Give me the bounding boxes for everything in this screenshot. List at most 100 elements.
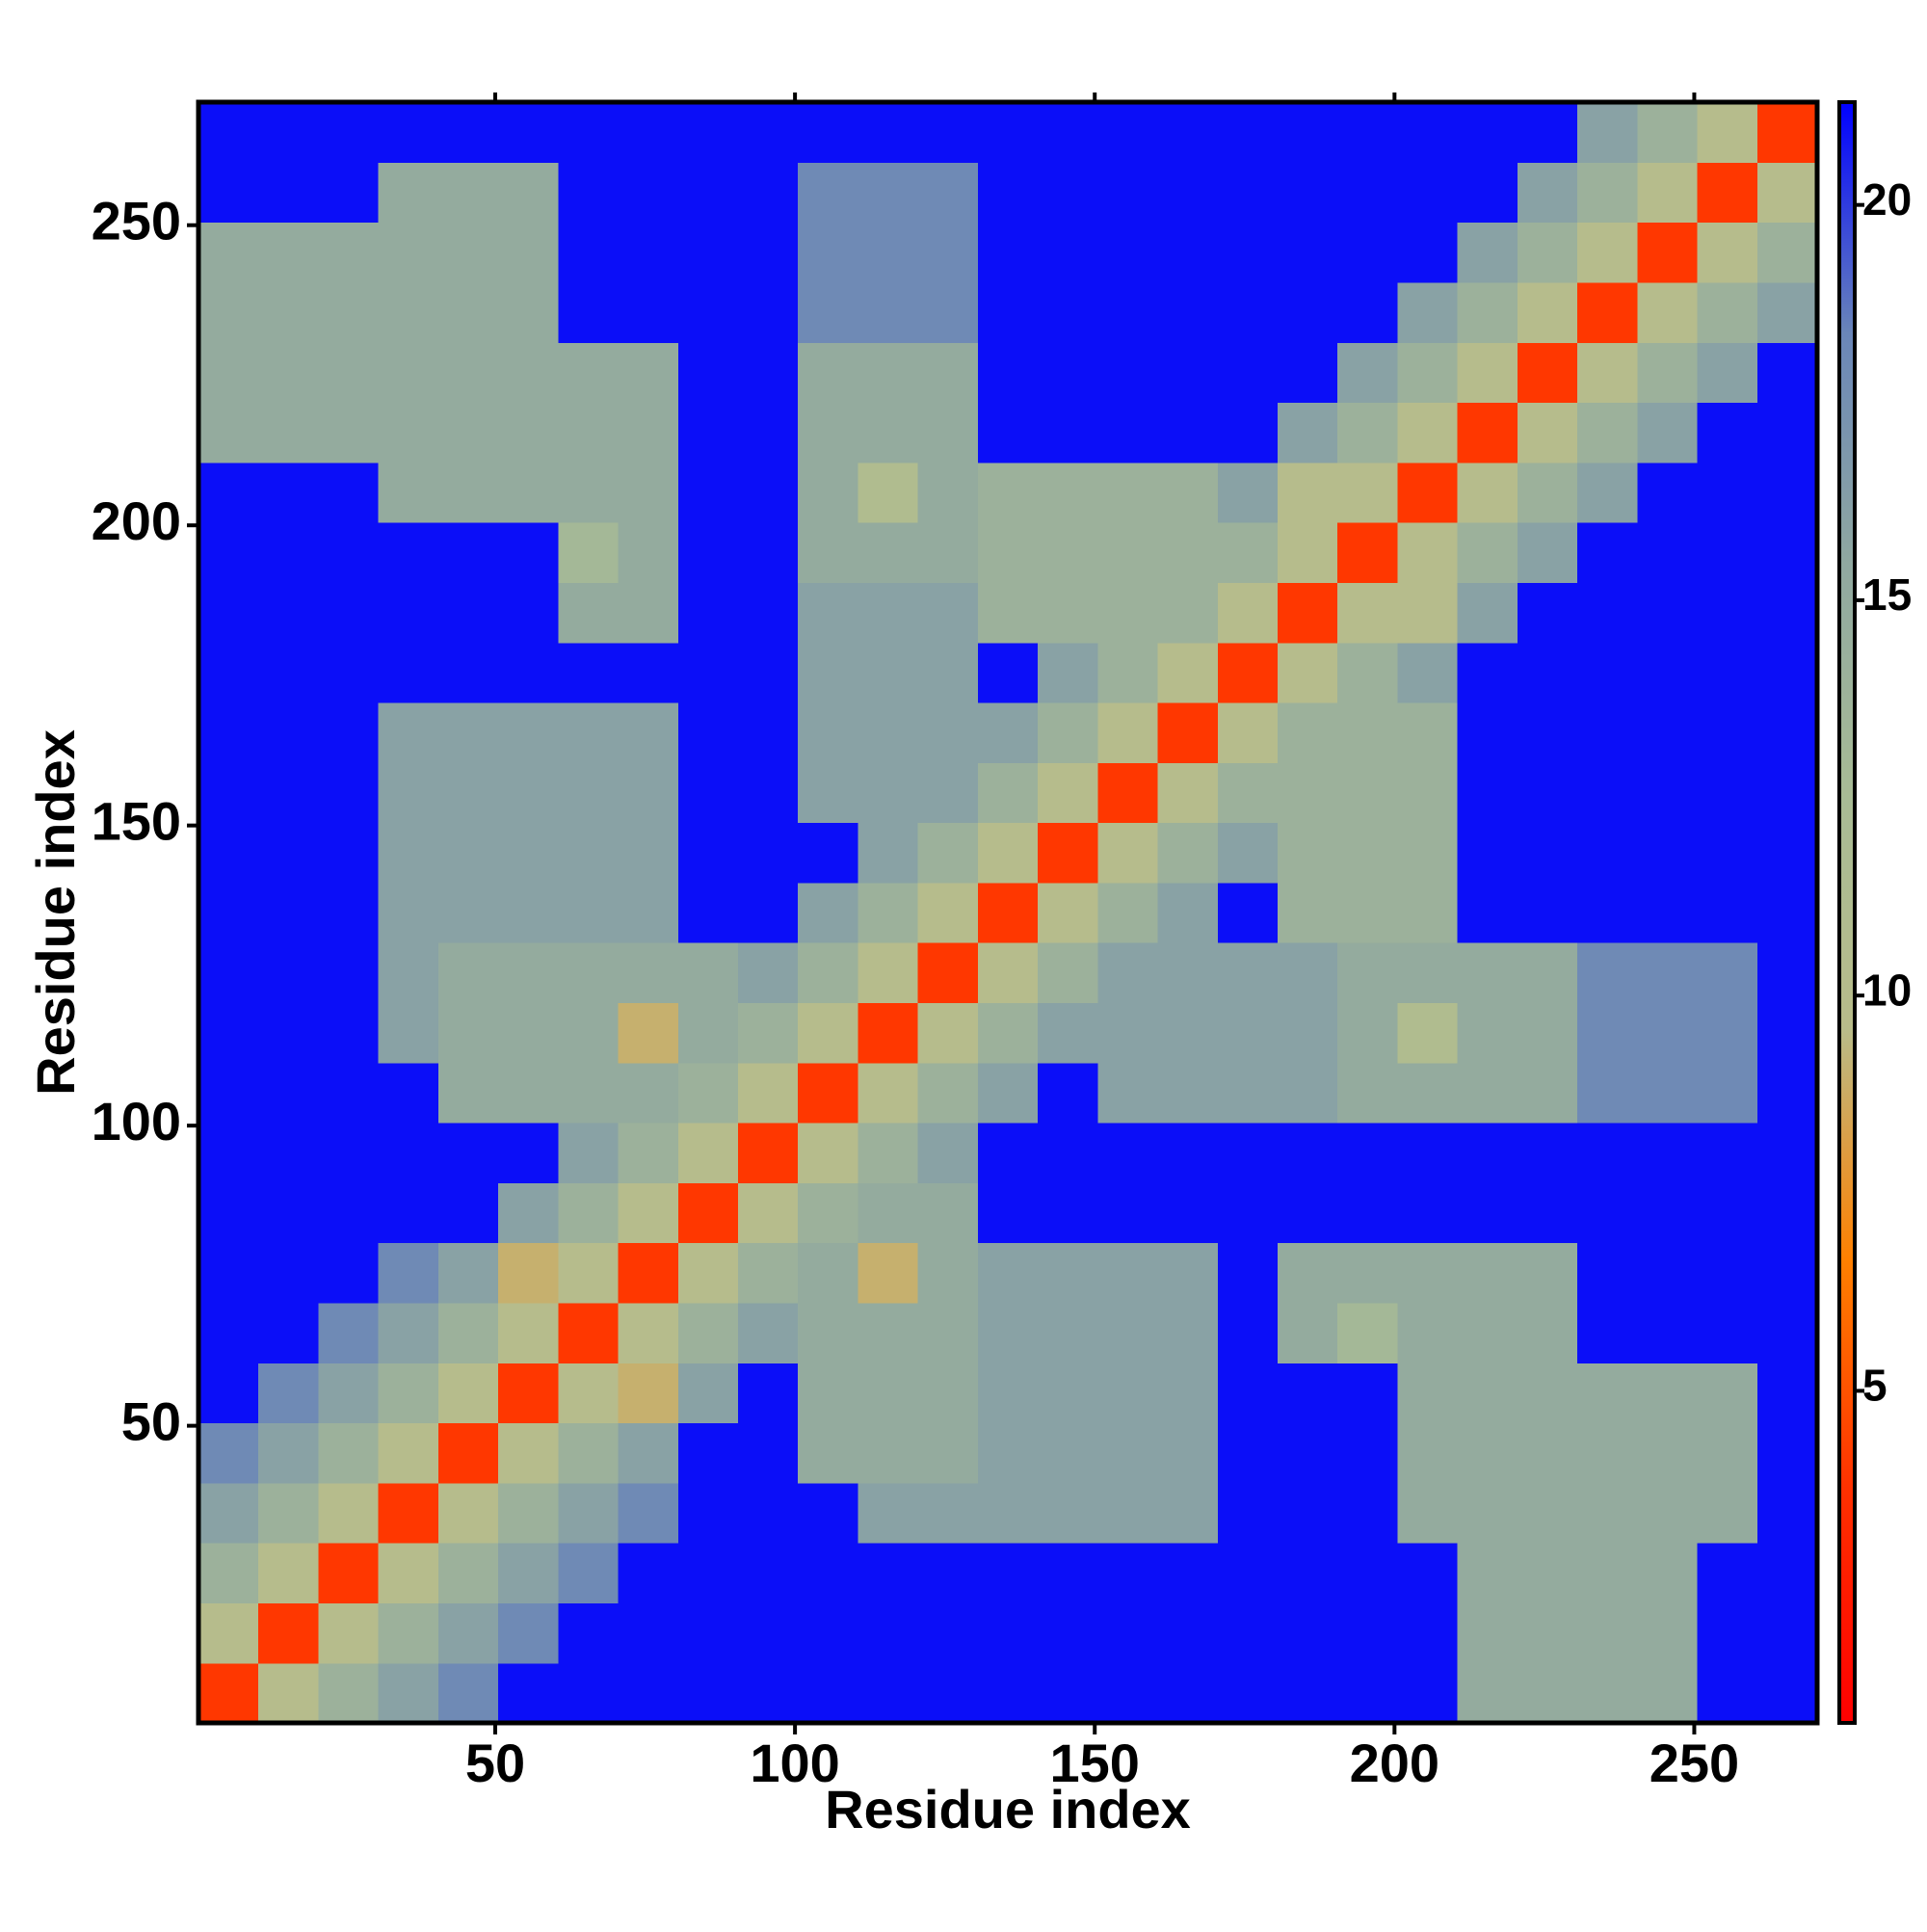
heatmap-cell: [1397, 522, 1459, 583]
y-axis-title: Residue index: [25, 729, 86, 1096]
heatmap-cell: [858, 402, 919, 463]
heatmap-cell: [258, 1602, 320, 1664]
heatmap-cell: [1337, 701, 1399, 763]
heatmap-cell: [858, 1363, 919, 1424]
colorbar-tick-label: 10: [1862, 965, 1912, 1015]
heatmap-cell: [1756, 1302, 1817, 1363]
heatmap-cell: [378, 281, 439, 343]
heatmap-cell: [1038, 942, 1098, 1004]
heatmap-cell: [1756, 1662, 1817, 1723]
heatmap-cell: [917, 1482, 979, 1544]
heatmap-cell: [1697, 1602, 1758, 1664]
heatmap-cell: [917, 522, 979, 583]
heatmap-cell: [558, 942, 620, 1004]
heatmap-cell: [1097, 222, 1159, 283]
heatmap-cell: [738, 762, 799, 824]
heatmap-cell: [1217, 1123, 1279, 1183]
heatmap-cell: [1457, 1242, 1518, 1304]
heatmap-cell: [378, 402, 439, 463]
heatmap-cell: [198, 1662, 259, 1723]
heatmap-cell: [738, 462, 799, 523]
heatmap-cell: [198, 1242, 259, 1304]
heatmap-cell: [318, 762, 380, 824]
heatmap-cell: [618, 1182, 679, 1244]
heatmap-cell: [1157, 522, 1219, 583]
heatmap-cell: [1517, 1182, 1578, 1244]
heatmap-cell: [618, 1062, 679, 1124]
heatmap-cell: [917, 1123, 979, 1183]
heatmap-cell: [1337, 1242, 1399, 1304]
heatmap-cell: [318, 162, 380, 224]
heatmap-cell: [1577, 582, 1638, 644]
heatmap-cell: [1577, 762, 1638, 824]
heatmap-cell: [917, 102, 979, 163]
heatmap-cell: [558, 882, 620, 943]
heatmap-cell: [318, 942, 380, 1004]
heatmap-cell: [858, 882, 919, 943]
heatmap-cell: [977, 1662, 1039, 1723]
heatmap-cell: [558, 1482, 620, 1544]
heatmap-cell: [498, 1662, 559, 1723]
heatmap-cell: [498, 762, 559, 824]
heatmap-cell: [1637, 942, 1699, 1004]
heatmap-cell: [378, 701, 439, 763]
heatmap-cell: [1217, 1482, 1279, 1544]
heatmap-cell: [738, 402, 799, 463]
heatmap-cell: [1038, 1482, 1098, 1544]
heatmap-cell: [1337, 582, 1399, 644]
heatmap-cell: [858, 281, 919, 343]
heatmap-cell: [1457, 762, 1518, 824]
heatmap-cell: [1337, 222, 1399, 283]
heatmap-cell: [1157, 642, 1219, 703]
heatmap-cell: [258, 102, 320, 163]
heatmap-cell: [1337, 522, 1399, 583]
heatmap-cell: [258, 882, 320, 943]
heatmap-cell: [558, 162, 620, 224]
heatmap-cell: [437, 1543, 499, 1604]
heatmap-cell: [977, 1123, 1039, 1183]
heatmap-cell: [498, 1123, 559, 1183]
heatmap-cell: [1217, 1422, 1279, 1484]
heatmap-cell: [677, 582, 739, 644]
heatmap-cell: [1278, 882, 1338, 943]
heatmap-cell: [1157, 1002, 1219, 1064]
heatmap-cell: [798, 642, 859, 703]
heatmap-cell: [1577, 402, 1638, 463]
heatmap-cell: [858, 1123, 919, 1183]
heatmap-cell: [1278, 162, 1338, 224]
heatmap-cell: [798, 701, 859, 763]
heatmap-cell: [1097, 582, 1159, 644]
heatmap-cell: [1337, 162, 1399, 224]
heatmap-cell: [738, 222, 799, 283]
heatmap-cell: [977, 582, 1039, 644]
heatmap-cell: [258, 1182, 320, 1244]
heatmap-cell: [977, 1602, 1039, 1664]
heatmap-cell: [437, 762, 499, 824]
heatmap-cell: [437, 822, 499, 884]
heatmap-cell: [677, 1242, 739, 1304]
heatmap-cell: [1517, 1602, 1578, 1664]
heatmap-cell: [738, 582, 799, 644]
heatmap-cell: [1278, 522, 1338, 583]
heatmap-cell: [977, 822, 1039, 884]
heatmap-cell: [798, 1182, 859, 1244]
heatmap-cell: [1157, 1302, 1219, 1363]
heatmap: [198, 102, 1817, 1723]
heatmap-cell: [1217, 1242, 1279, 1304]
heatmap-cell: [198, 522, 259, 583]
heatmap-cell: [558, 342, 620, 404]
heatmap-cell: [1637, 1182, 1699, 1244]
heatmap-cell: [1517, 701, 1578, 763]
heatmap-cell: [437, 522, 499, 583]
heatmap-cell: [558, 222, 620, 283]
heatmap-cell: [738, 642, 799, 703]
heatmap-cell: [1517, 522, 1578, 583]
x-axis-title: Residue index: [825, 1779, 1191, 1839]
heatmap-cell: [738, 1363, 799, 1424]
heatmap-cell: [1577, 642, 1638, 703]
heatmap-cell: [1038, 1302, 1098, 1363]
heatmap-cell: [977, 701, 1039, 763]
heatmap-cell: [1577, 102, 1638, 163]
heatmap-cell: [437, 582, 499, 644]
heatmap-cell: [437, 1482, 499, 1544]
